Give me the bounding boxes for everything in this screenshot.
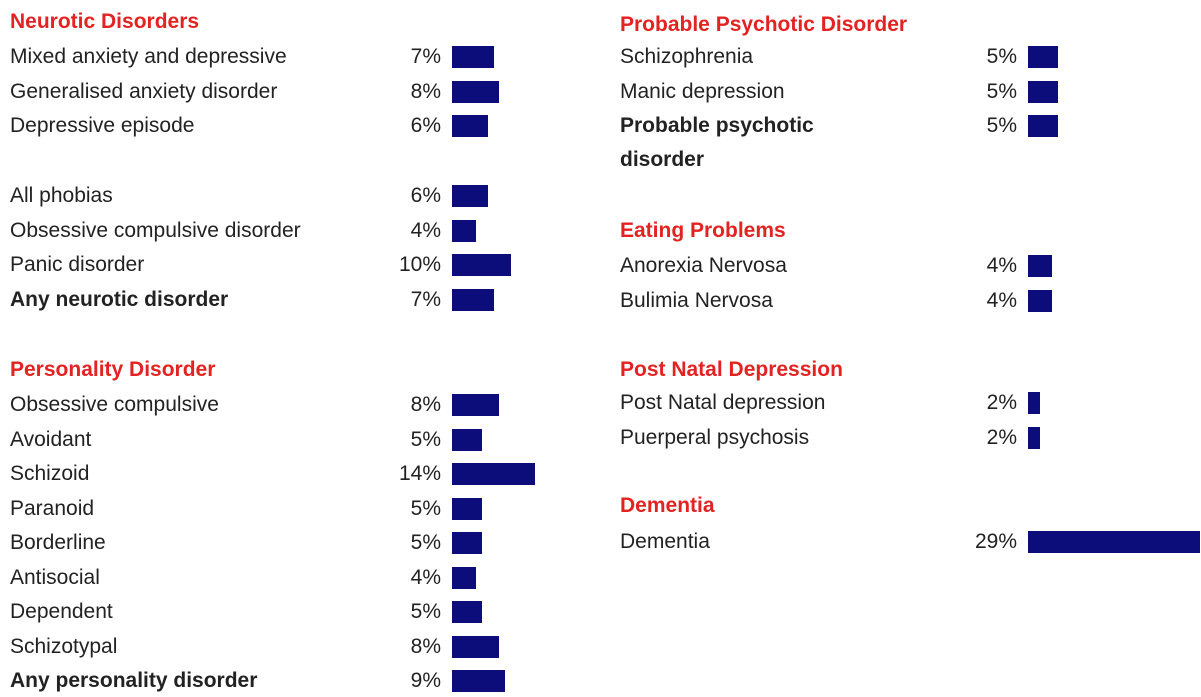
value-label: 5% bbox=[986, 79, 1017, 103]
bar bbox=[1028, 255, 1052, 277]
value-label: 5% bbox=[410, 427, 441, 451]
section-title: Dementia bbox=[620, 494, 715, 517]
row-label: Post Natal depression bbox=[620, 391, 826, 414]
row-label: Any personality disorder bbox=[10, 669, 258, 692]
row-label: Avoidant bbox=[10, 427, 92, 451]
value-label: 10% bbox=[398, 253, 441, 276]
row-label: Schizophrenia bbox=[620, 45, 754, 68]
value-label: 5% bbox=[986, 45, 1017, 68]
value-label: 4% bbox=[410, 218, 441, 242]
bar bbox=[452, 601, 482, 623]
row-label: Obsessive compulsive disorder bbox=[10, 218, 301, 242]
row-label: Any neurotic disorder bbox=[10, 287, 229, 311]
value-label: 4% bbox=[986, 288, 1017, 312]
bar bbox=[452, 288, 494, 311]
bar bbox=[1028, 392, 1040, 414]
value-label: 5% bbox=[410, 496, 441, 520]
bar bbox=[1028, 531, 1200, 553]
row-label: Bulimia Nervosa bbox=[620, 288, 773, 312]
bar bbox=[452, 80, 500, 103]
value-label: 8% bbox=[410, 634, 441, 658]
value-label: 7% bbox=[410, 45, 441, 68]
row-label: Depressive episode bbox=[10, 114, 195, 137]
bar bbox=[1028, 46, 1058, 68]
row-label: Panic disorder bbox=[10, 253, 145, 276]
value-label: 4% bbox=[986, 254, 1017, 277]
row-label: Anorexia Nervosa bbox=[620, 254, 787, 277]
value-label: 6% bbox=[410, 114, 441, 137]
row-label: Dependent bbox=[10, 600, 113, 623]
row-label: Puerperal psychosis bbox=[620, 425, 810, 449]
bar bbox=[452, 115, 488, 137]
row-label: Paranoid bbox=[10, 496, 95, 520]
value-label: 5% bbox=[410, 531, 441, 554]
bar bbox=[452, 185, 488, 207]
value-label: 8% bbox=[410, 79, 441, 103]
bar bbox=[452, 532, 482, 554]
bar bbox=[452, 428, 482, 451]
row-label: Manic depression bbox=[620, 79, 785, 103]
row-label: Obsessive compulsive bbox=[10, 393, 219, 416]
value-label: 6% bbox=[410, 184, 441, 207]
section-title: Personality Disorder bbox=[10, 358, 216, 381]
bar bbox=[452, 670, 506, 692]
bar bbox=[1028, 115, 1058, 137]
value-label: 8% bbox=[410, 393, 441, 416]
row-label: Schizotypal bbox=[10, 634, 118, 658]
row-label: Antisocial bbox=[10, 565, 100, 589]
bar bbox=[452, 497, 482, 520]
bar bbox=[452, 463, 536, 485]
row-label: Probable psychotic disorder bbox=[620, 114, 814, 171]
bar bbox=[452, 219, 476, 242]
bar bbox=[452, 394, 500, 416]
value-label: 29% bbox=[974, 530, 1017, 553]
value-label: 7% bbox=[410, 287, 441, 311]
row-label: Mixed anxiety and depressive bbox=[10, 45, 287, 68]
value-label: 9% bbox=[410, 669, 441, 692]
bar bbox=[452, 635, 500, 658]
value-label: 2% bbox=[986, 425, 1017, 449]
value-label: 14% bbox=[398, 462, 441, 485]
value-label: 5% bbox=[986, 114, 1017, 137]
section-title: Neurotic Disorders bbox=[10, 10, 200, 33]
row-label: Schizoid bbox=[10, 462, 90, 485]
bar bbox=[1028, 426, 1040, 449]
section-title: Eating Problems bbox=[620, 219, 786, 242]
bar bbox=[1028, 289, 1052, 312]
row-label: All phobias bbox=[10, 184, 113, 207]
row-label: Borderline bbox=[10, 531, 106, 554]
bar bbox=[452, 254, 512, 276]
section-title: Post Natal Depression bbox=[620, 358, 843, 381]
row-label: Generalised anxiety disorder bbox=[10, 79, 278, 103]
row-label: Dementia bbox=[620, 530, 710, 553]
bar bbox=[1028, 80, 1058, 103]
section-title: Probable Psychotic Disorder bbox=[620, 13, 908, 36]
bar bbox=[452, 46, 494, 68]
bar bbox=[452, 566, 476, 589]
value-label: 5% bbox=[410, 600, 441, 623]
value-label: 4% bbox=[410, 565, 441, 589]
value-label: 2% bbox=[986, 391, 1017, 414]
